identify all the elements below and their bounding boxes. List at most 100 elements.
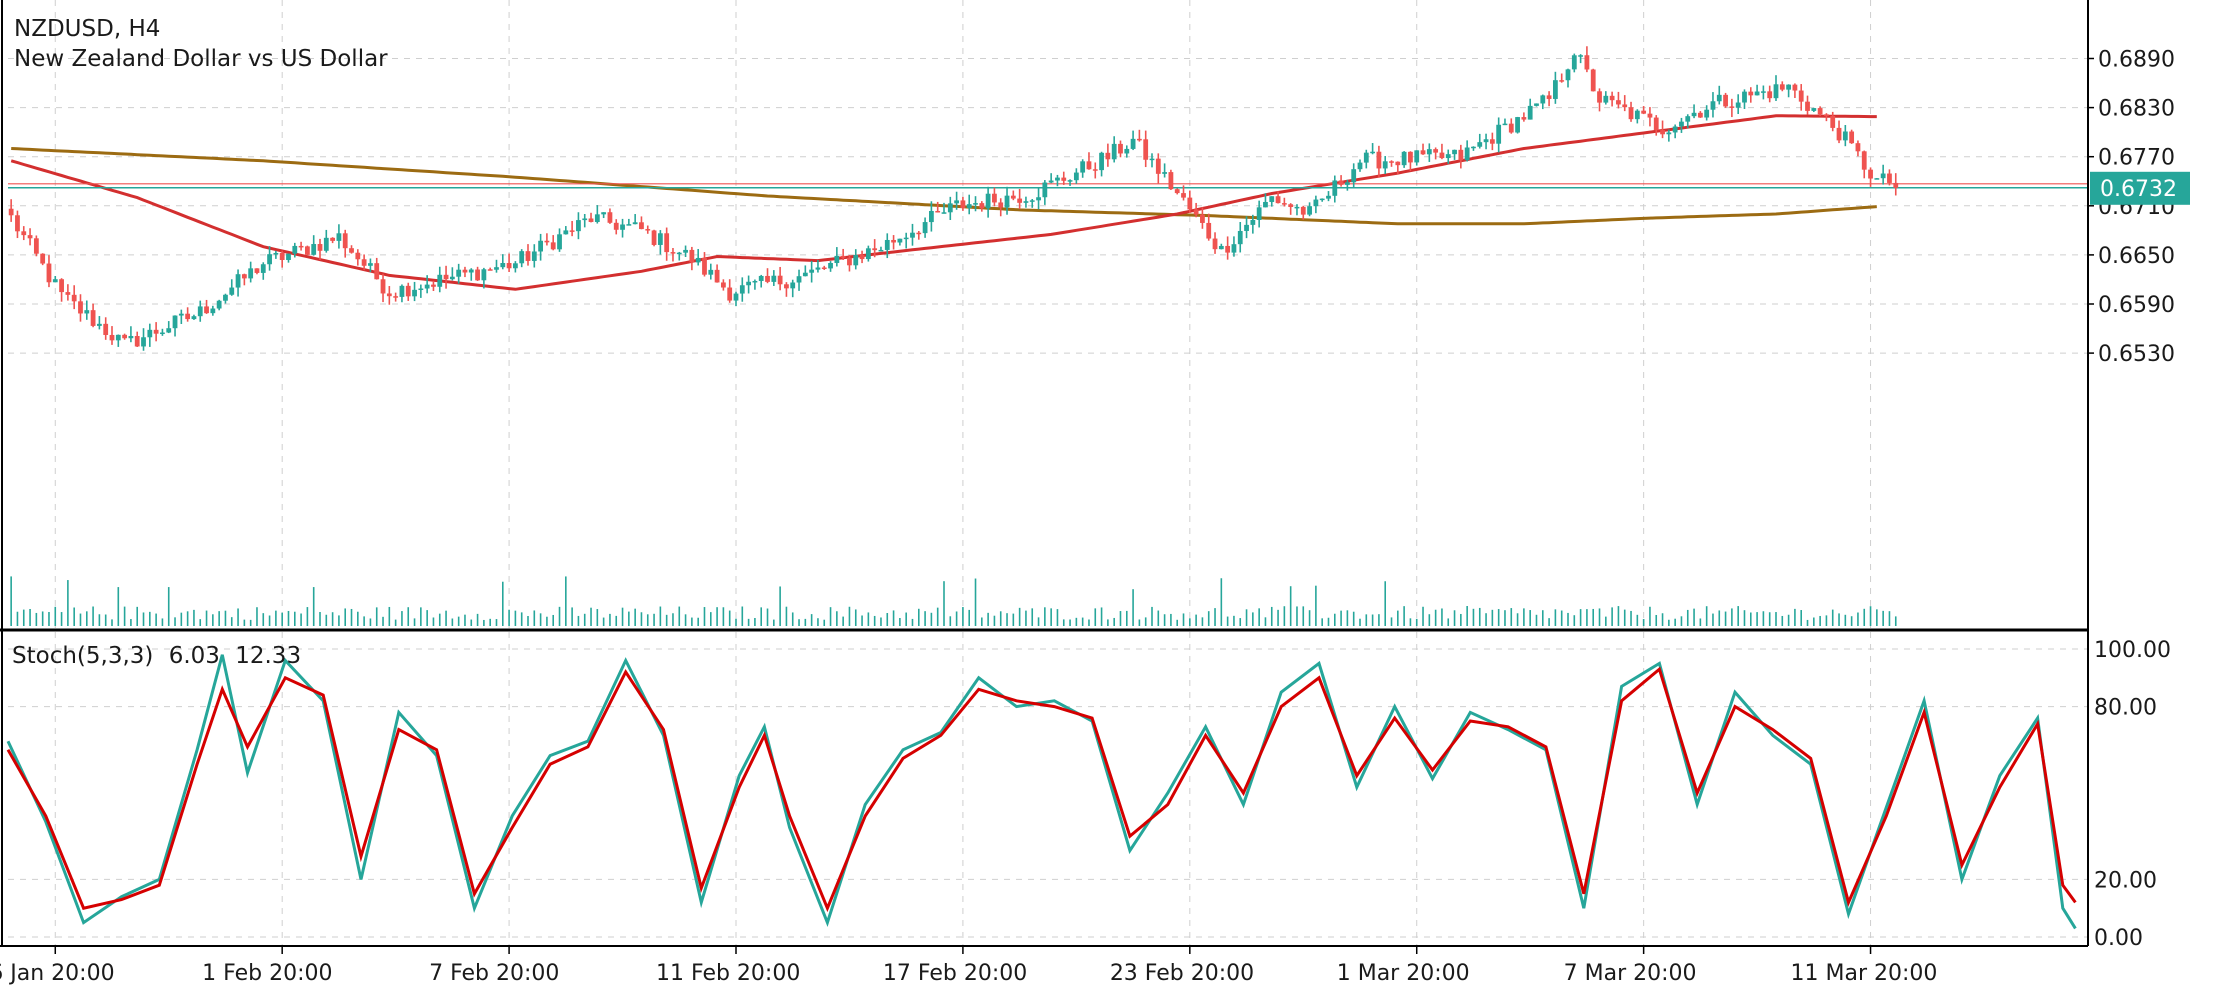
candle-body bbox=[720, 282, 726, 288]
candle-body bbox=[582, 218, 588, 221]
candle-body bbox=[147, 329, 153, 338]
candle-body bbox=[998, 202, 1004, 208]
candle-body bbox=[1067, 180, 1073, 182]
candle-body bbox=[645, 229, 651, 231]
candle-body bbox=[267, 254, 272, 265]
candle-body bbox=[1010, 195, 1016, 199]
candle-body bbox=[1515, 117, 1520, 133]
candle-body bbox=[519, 251, 525, 264]
candle-body bbox=[506, 263, 512, 269]
candle-body bbox=[992, 193, 997, 203]
candle-body bbox=[1628, 107, 1634, 120]
candle-body bbox=[746, 281, 752, 286]
oscillator-axis-label: 20.00 bbox=[2094, 868, 2157, 893]
candle-body bbox=[903, 237, 909, 240]
candle-body bbox=[1754, 91, 1760, 96]
candle-body bbox=[166, 328, 172, 333]
price-axis-label: 0.6530 bbox=[2098, 342, 2175, 367]
candle-body bbox=[1269, 196, 1275, 202]
candle-body bbox=[386, 293, 392, 297]
candle-body bbox=[1471, 146, 1476, 149]
candle-body bbox=[802, 272, 808, 277]
candle-body bbox=[172, 315, 178, 329]
candle-body bbox=[1861, 151, 1867, 170]
candle-body bbox=[1344, 182, 1350, 185]
candle-body bbox=[1250, 219, 1256, 225]
candle-body bbox=[1433, 149, 1439, 153]
candle-body bbox=[550, 242, 556, 250]
candle-body bbox=[437, 274, 443, 287]
candle-body bbox=[1830, 115, 1836, 128]
candle-body bbox=[620, 224, 625, 230]
candle-body bbox=[273, 252, 279, 255]
candle-body bbox=[1849, 131, 1855, 144]
candle-body bbox=[361, 259, 367, 266]
candle-body bbox=[1288, 204, 1294, 207]
price-axis-label: 0.6890 bbox=[2098, 48, 2175, 73]
candle-body bbox=[544, 240, 550, 243]
candle-body bbox=[1237, 230, 1243, 245]
candle-body bbox=[279, 252, 285, 260]
time-axis-label: 23 Feb 20:00 bbox=[1110, 961, 1254, 986]
candle-body bbox=[1786, 84, 1792, 90]
candle-body bbox=[134, 335, 140, 347]
candle-body bbox=[891, 239, 896, 243]
candle-body bbox=[1426, 149, 1432, 155]
candle-body bbox=[1817, 108, 1823, 115]
candle-body bbox=[1609, 95, 1615, 101]
candle-body bbox=[1603, 95, 1609, 103]
price-axis-label: 0.6650 bbox=[2098, 244, 2175, 269]
candle-body bbox=[1086, 161, 1092, 170]
candle-body bbox=[1042, 182, 1048, 198]
candle-body bbox=[1540, 95, 1546, 104]
candle-body bbox=[563, 230, 569, 235]
candle-body bbox=[1376, 151, 1382, 169]
oscillator-main-value: 6.03 bbox=[169, 643, 220, 669]
candle-body bbox=[1181, 193, 1186, 198]
candle-body bbox=[1168, 172, 1174, 190]
candle-body bbox=[1874, 178, 1880, 180]
candle-body bbox=[777, 275, 783, 285]
candle-body bbox=[1231, 244, 1237, 253]
candle-body bbox=[1351, 169, 1357, 183]
candle-body bbox=[979, 203, 985, 209]
candle-body bbox=[1578, 55, 1584, 57]
candle-body bbox=[1634, 110, 1640, 120]
candle-body bbox=[859, 255, 865, 260]
candle-body bbox=[935, 210, 941, 213]
candle-body bbox=[708, 269, 714, 275]
candle-body bbox=[1136, 138, 1142, 141]
candle-body bbox=[607, 212, 613, 223]
time-axis-label: 11 Mar 20:00 bbox=[1791, 961, 1938, 986]
current-price-badge: 0.6732 bbox=[2090, 171, 2190, 205]
candle-body bbox=[1710, 101, 1716, 110]
candle-body bbox=[1552, 80, 1558, 99]
candle-body bbox=[1704, 109, 1710, 118]
candle-body bbox=[1880, 173, 1886, 179]
candle-body bbox=[1319, 198, 1325, 201]
candle-body bbox=[1408, 151, 1413, 163]
candle-body bbox=[1836, 127, 1842, 141]
candle-body bbox=[1439, 152, 1445, 159]
candle-body bbox=[191, 316, 197, 320]
candle-body bbox=[632, 222, 638, 225]
candle-body bbox=[90, 310, 96, 326]
time-axis-label: 1 Mar 20:00 bbox=[1337, 961, 1470, 986]
candle-body bbox=[1244, 224, 1249, 231]
candle-body bbox=[355, 252, 361, 260]
candle-body bbox=[916, 232, 922, 235]
candle-body bbox=[1218, 245, 1224, 250]
candle-body bbox=[1130, 138, 1136, 149]
candle-body bbox=[1332, 180, 1338, 196]
candle-body bbox=[910, 232, 915, 238]
oscillator-name: Stoch(5,3,3) bbox=[12, 643, 153, 669]
time-axis-label: 1 Feb 20:00 bbox=[202, 961, 332, 986]
candle-body bbox=[941, 212, 947, 214]
candle-body bbox=[1357, 162, 1363, 170]
time-axis-label: 11 Feb 20:00 bbox=[656, 961, 800, 986]
candle-body bbox=[1748, 91, 1754, 96]
candle-body bbox=[1641, 110, 1647, 114]
candlesticks[interactable] bbox=[8, 46, 1899, 351]
